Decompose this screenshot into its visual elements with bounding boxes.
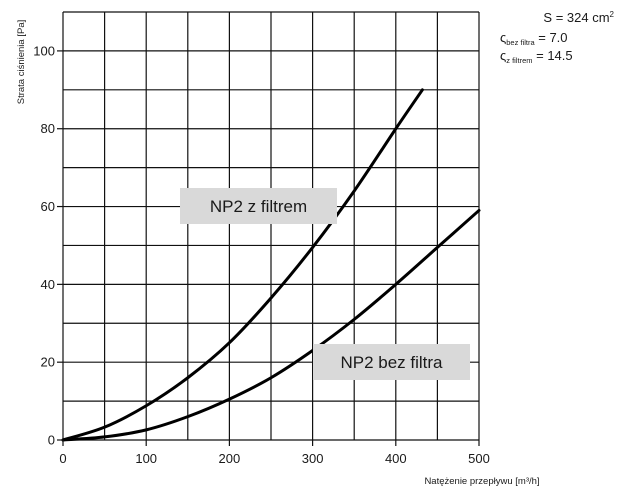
- area-annotation: S = 324 cm2: [543, 10, 614, 25]
- y-tick-label: 20: [41, 355, 55, 370]
- x-axis-label: Natężenie przepływu [m³/h]: [424, 476, 539, 487]
- tick-labels: 0 100 200 300 400 500 0 20 40 60 80 100: [33, 43, 490, 466]
- series-label-box-no-filter: [313, 344, 470, 380]
- series-label-box-with-filter: [180, 188, 337, 224]
- zeta-filter-annotation: ςz filtrem = 14.5: [500, 48, 573, 65]
- series-layer: [61, 88, 481, 442]
- series-line-with-filter: [61, 88, 424, 442]
- zeta-no-filter-annotation: ςbez filtra = 7.0: [500, 30, 568, 47]
- y-axis-label: Strata ciśnienia [Pa]: [16, 20, 27, 105]
- series-label-with-filter: NP2 z filtrem: [210, 197, 307, 216]
- y-tick-label: 80: [41, 121, 55, 136]
- y-tick-label: 0: [48, 433, 55, 448]
- y-tick-label: 40: [41, 277, 55, 292]
- x-tick-label: 500: [468, 451, 490, 466]
- series-line-no-filter: [61, 208, 481, 442]
- x-tick-label: 300: [302, 451, 324, 466]
- x-tick-label: 100: [135, 451, 157, 466]
- y-tick-label: 60: [41, 199, 55, 214]
- x-tick-label: 400: [385, 451, 407, 466]
- series-label-no-filter: NP2 bez filtra: [340, 353, 443, 372]
- x-tick-label: 0: [59, 451, 66, 466]
- x-tick-label: 200: [219, 451, 241, 466]
- y-tick-label: 100: [33, 43, 55, 58]
